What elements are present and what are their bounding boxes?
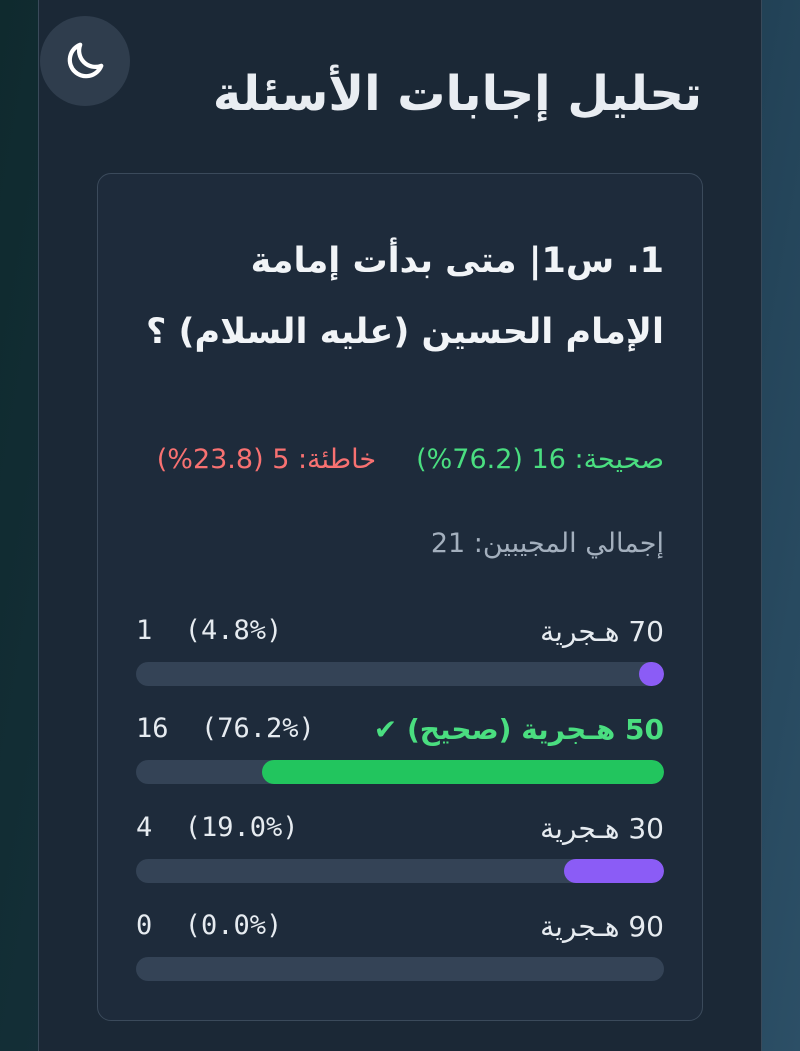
moon-icon bbox=[67, 42, 104, 79]
option-bar-track bbox=[136, 859, 664, 883]
question-text: 1. س1| متى بدأت إمامة الإمام الحسين (علي… bbox=[145, 241, 664, 352]
option-label: 70 هـجرية bbox=[540, 615, 664, 648]
option-label: 50 هـجرية (صحيح) ✔ bbox=[373, 713, 664, 746]
answer-option: 70 هـجرية 1 (4.8%) bbox=[136, 615, 664, 690]
option-bar-fill bbox=[563, 859, 664, 883]
theme-toggle-button[interactable] bbox=[40, 16, 130, 106]
option-bar-track bbox=[136, 662, 664, 686]
option-count: 4 (19.0%) bbox=[136, 812, 299, 843]
option-count: 1 (4.8%) bbox=[136, 615, 283, 646]
total-respondents: إجمالي المجيبين: 21 bbox=[430, 528, 664, 559]
question-card: 1. س1| متى بدأت إمامة الإمام الحسين (علي… bbox=[97, 173, 703, 1021]
page-title: تحليل إجابات الأسئلة bbox=[212, 66, 702, 122]
option-bar-fill bbox=[638, 662, 664, 686]
option-bar-fill bbox=[261, 760, 664, 784]
answer-option-correct: 50 هـجرية (صحيح) ✔ 16 (76.2%) bbox=[136, 713, 664, 788]
option-bar-track bbox=[136, 957, 664, 981]
answer-option: 90 هـجرية 0 (0.0%) bbox=[136, 910, 664, 985]
option-bar-track bbox=[136, 760, 664, 784]
correct-count: صحيحة: 16 (76.2%) bbox=[416, 444, 664, 475]
option-label: 30 هـجرية bbox=[540, 812, 664, 845]
option-count: 0 (0.0%) bbox=[136, 910, 283, 941]
answer-option: 30 هـجرية 4 (19.0%) bbox=[136, 812, 664, 887]
stats-row: صحيحة: 16 (76.2%) خاطئة: 5 (23.8%) bbox=[157, 444, 664, 475]
wrong-count: خاطئة: 5 (23.8%) bbox=[156, 444, 377, 475]
option-label: 90 هـجرية bbox=[540, 910, 664, 943]
option-count: 16 (76.2%) bbox=[136, 713, 315, 744]
